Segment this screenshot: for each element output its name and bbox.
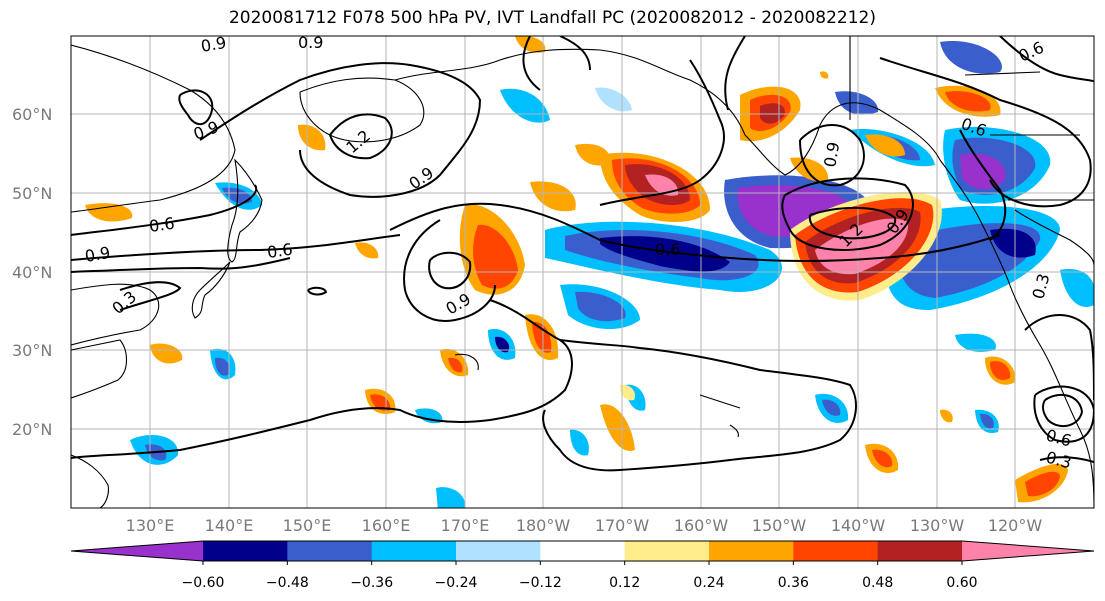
colorbar-tick-label: −0.60 xyxy=(182,575,225,591)
colorbar-tick-label: −0.24 xyxy=(435,575,478,591)
colorbar-tick-label: 0.24 xyxy=(693,575,724,591)
colorbar-cells xyxy=(70,540,1095,562)
contour-label: 0.9 xyxy=(199,33,227,56)
colorbar-tick-label: 0.60 xyxy=(946,575,977,591)
contour-label: 0.6 xyxy=(148,214,176,236)
colorbar-cell xyxy=(540,541,626,561)
lon-label: 170°W xyxy=(595,516,650,535)
lon-label: 160°W xyxy=(674,516,729,535)
colorbar-cell xyxy=(371,541,457,561)
colorbar-tick-label: 0.48 xyxy=(862,575,893,591)
lat-label: 20°N xyxy=(12,420,52,439)
contour-label: 0.9 xyxy=(820,140,843,168)
lat-label: 50°N xyxy=(12,184,52,203)
latitude-labels: 60°N 50°N 40°N 30°N 20°N xyxy=(12,105,52,439)
lon-label: 120°W xyxy=(988,516,1043,535)
colorbar-cell xyxy=(709,541,794,561)
lon-label: 170°E xyxy=(441,516,490,535)
lon-label: 180°W xyxy=(516,516,571,535)
colorbar-tick-label: 0.36 xyxy=(778,575,809,591)
pv-contours xyxy=(71,36,1094,472)
colorbar-tick-label: 0.12 xyxy=(609,575,640,591)
colorbar-cell xyxy=(877,541,963,561)
shading-layer xyxy=(85,36,1094,508)
lon-label: 130°E xyxy=(126,516,175,535)
lat-label: 60°N xyxy=(12,105,52,124)
colorbar-cell xyxy=(624,541,710,561)
lon-label: 150°W xyxy=(752,516,807,535)
map-frame xyxy=(70,35,1095,509)
coastlines xyxy=(71,36,1094,508)
contour-label: 0.6 xyxy=(655,240,680,259)
lat-label: 40°N xyxy=(12,263,52,282)
colorbar-cell xyxy=(456,541,541,561)
colorbar-cell xyxy=(962,541,1094,561)
colorbar-tick-label: −0.36 xyxy=(350,575,393,591)
lon-label: 160°E xyxy=(362,516,411,535)
lon-label: 150°E xyxy=(283,516,332,535)
colorbar: −0.60 −0.48 −0.36 −0.24 −0.12 0.12 0.24 0.36 0.4… xyxy=(70,540,1095,591)
contour-label: 0.6 xyxy=(266,240,294,262)
colorbar-cell xyxy=(71,541,203,561)
positive-anomaly-small-cells xyxy=(85,36,1068,503)
figure-title: 2020081712 F078 500 hPa PV, IVT Landfall… xyxy=(228,8,876,28)
longitude-labels: 130°E 140°E 150°E 160°E 170°E 180°W 170°… xyxy=(126,516,1043,535)
colorbar-cell xyxy=(793,541,879,561)
lon-label: 140°W xyxy=(831,516,886,535)
lat-label: 30°N xyxy=(12,341,52,360)
positive-anomaly-north-pacific xyxy=(600,85,1001,222)
positive-anomaly-gulf-alaska xyxy=(790,191,942,301)
colorbar-tick-label: −0.48 xyxy=(266,575,309,591)
colorbar-cell xyxy=(203,541,288,561)
colorbar-tick-label: −0.12 xyxy=(519,575,562,591)
contour-label: 0.9 xyxy=(83,243,111,266)
colorbar-ticks: −0.60 −0.48 −0.36 −0.24 −0.12 0.12 0.24 0.36 0.4… xyxy=(182,561,978,591)
contour-label: 0.9 xyxy=(298,33,323,52)
colorbar-cell xyxy=(287,541,373,561)
lon-label: 130°W xyxy=(910,516,965,535)
lon-label: 140°E xyxy=(205,516,254,535)
